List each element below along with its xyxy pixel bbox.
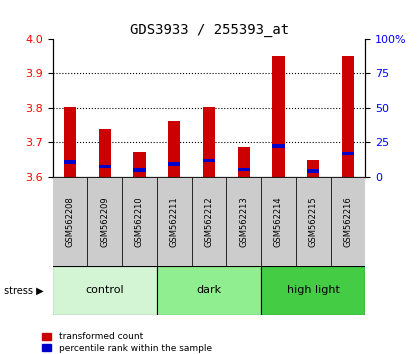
Text: GSM562212: GSM562212: [205, 196, 213, 247]
Bar: [342, 152, 354, 155]
Bar: [133, 169, 145, 172]
Bar: [87, 177, 122, 266]
Bar: [261, 177, 296, 266]
Text: control: control: [85, 285, 124, 295]
Bar: [157, 266, 261, 315]
Bar: [307, 169, 319, 172]
Bar: [168, 121, 180, 177]
Text: high light: high light: [287, 285, 340, 295]
Bar: [261, 266, 365, 315]
Bar: [273, 144, 285, 148]
Text: GSM562213: GSM562213: [239, 196, 248, 247]
Bar: [133, 152, 145, 177]
Text: GSM562214: GSM562214: [274, 196, 283, 247]
Text: dark: dark: [197, 285, 221, 295]
Bar: [64, 160, 76, 164]
Bar: [238, 168, 250, 171]
Bar: [203, 159, 215, 162]
Text: GSM562210: GSM562210: [135, 196, 144, 247]
Bar: [99, 165, 111, 169]
Text: GSM562216: GSM562216: [344, 196, 352, 247]
Bar: [192, 177, 226, 266]
Legend: transformed count, percentile rank within the sample: transformed count, percentile rank withi…: [42, 332, 212, 353]
Bar: [226, 177, 261, 266]
Text: stress ▶: stress ▶: [4, 285, 44, 295]
Bar: [168, 162, 180, 166]
Text: GSM562211: GSM562211: [170, 196, 178, 247]
Bar: [331, 177, 365, 266]
Bar: [296, 177, 331, 266]
Text: GSM562209: GSM562209: [100, 196, 109, 247]
Bar: [64, 107, 76, 177]
Bar: [307, 160, 319, 177]
Bar: [157, 177, 192, 266]
Bar: [238, 147, 250, 177]
Bar: [52, 266, 157, 315]
Bar: [99, 129, 111, 177]
Bar: [122, 177, 157, 266]
Text: GDS3933 / 255393_at: GDS3933 / 255393_at: [131, 23, 289, 37]
Bar: [52, 177, 87, 266]
Bar: [342, 56, 354, 177]
Text: GSM562208: GSM562208: [66, 196, 74, 247]
Bar: [273, 56, 285, 177]
Text: GSM562215: GSM562215: [309, 196, 318, 247]
Bar: [203, 107, 215, 177]
